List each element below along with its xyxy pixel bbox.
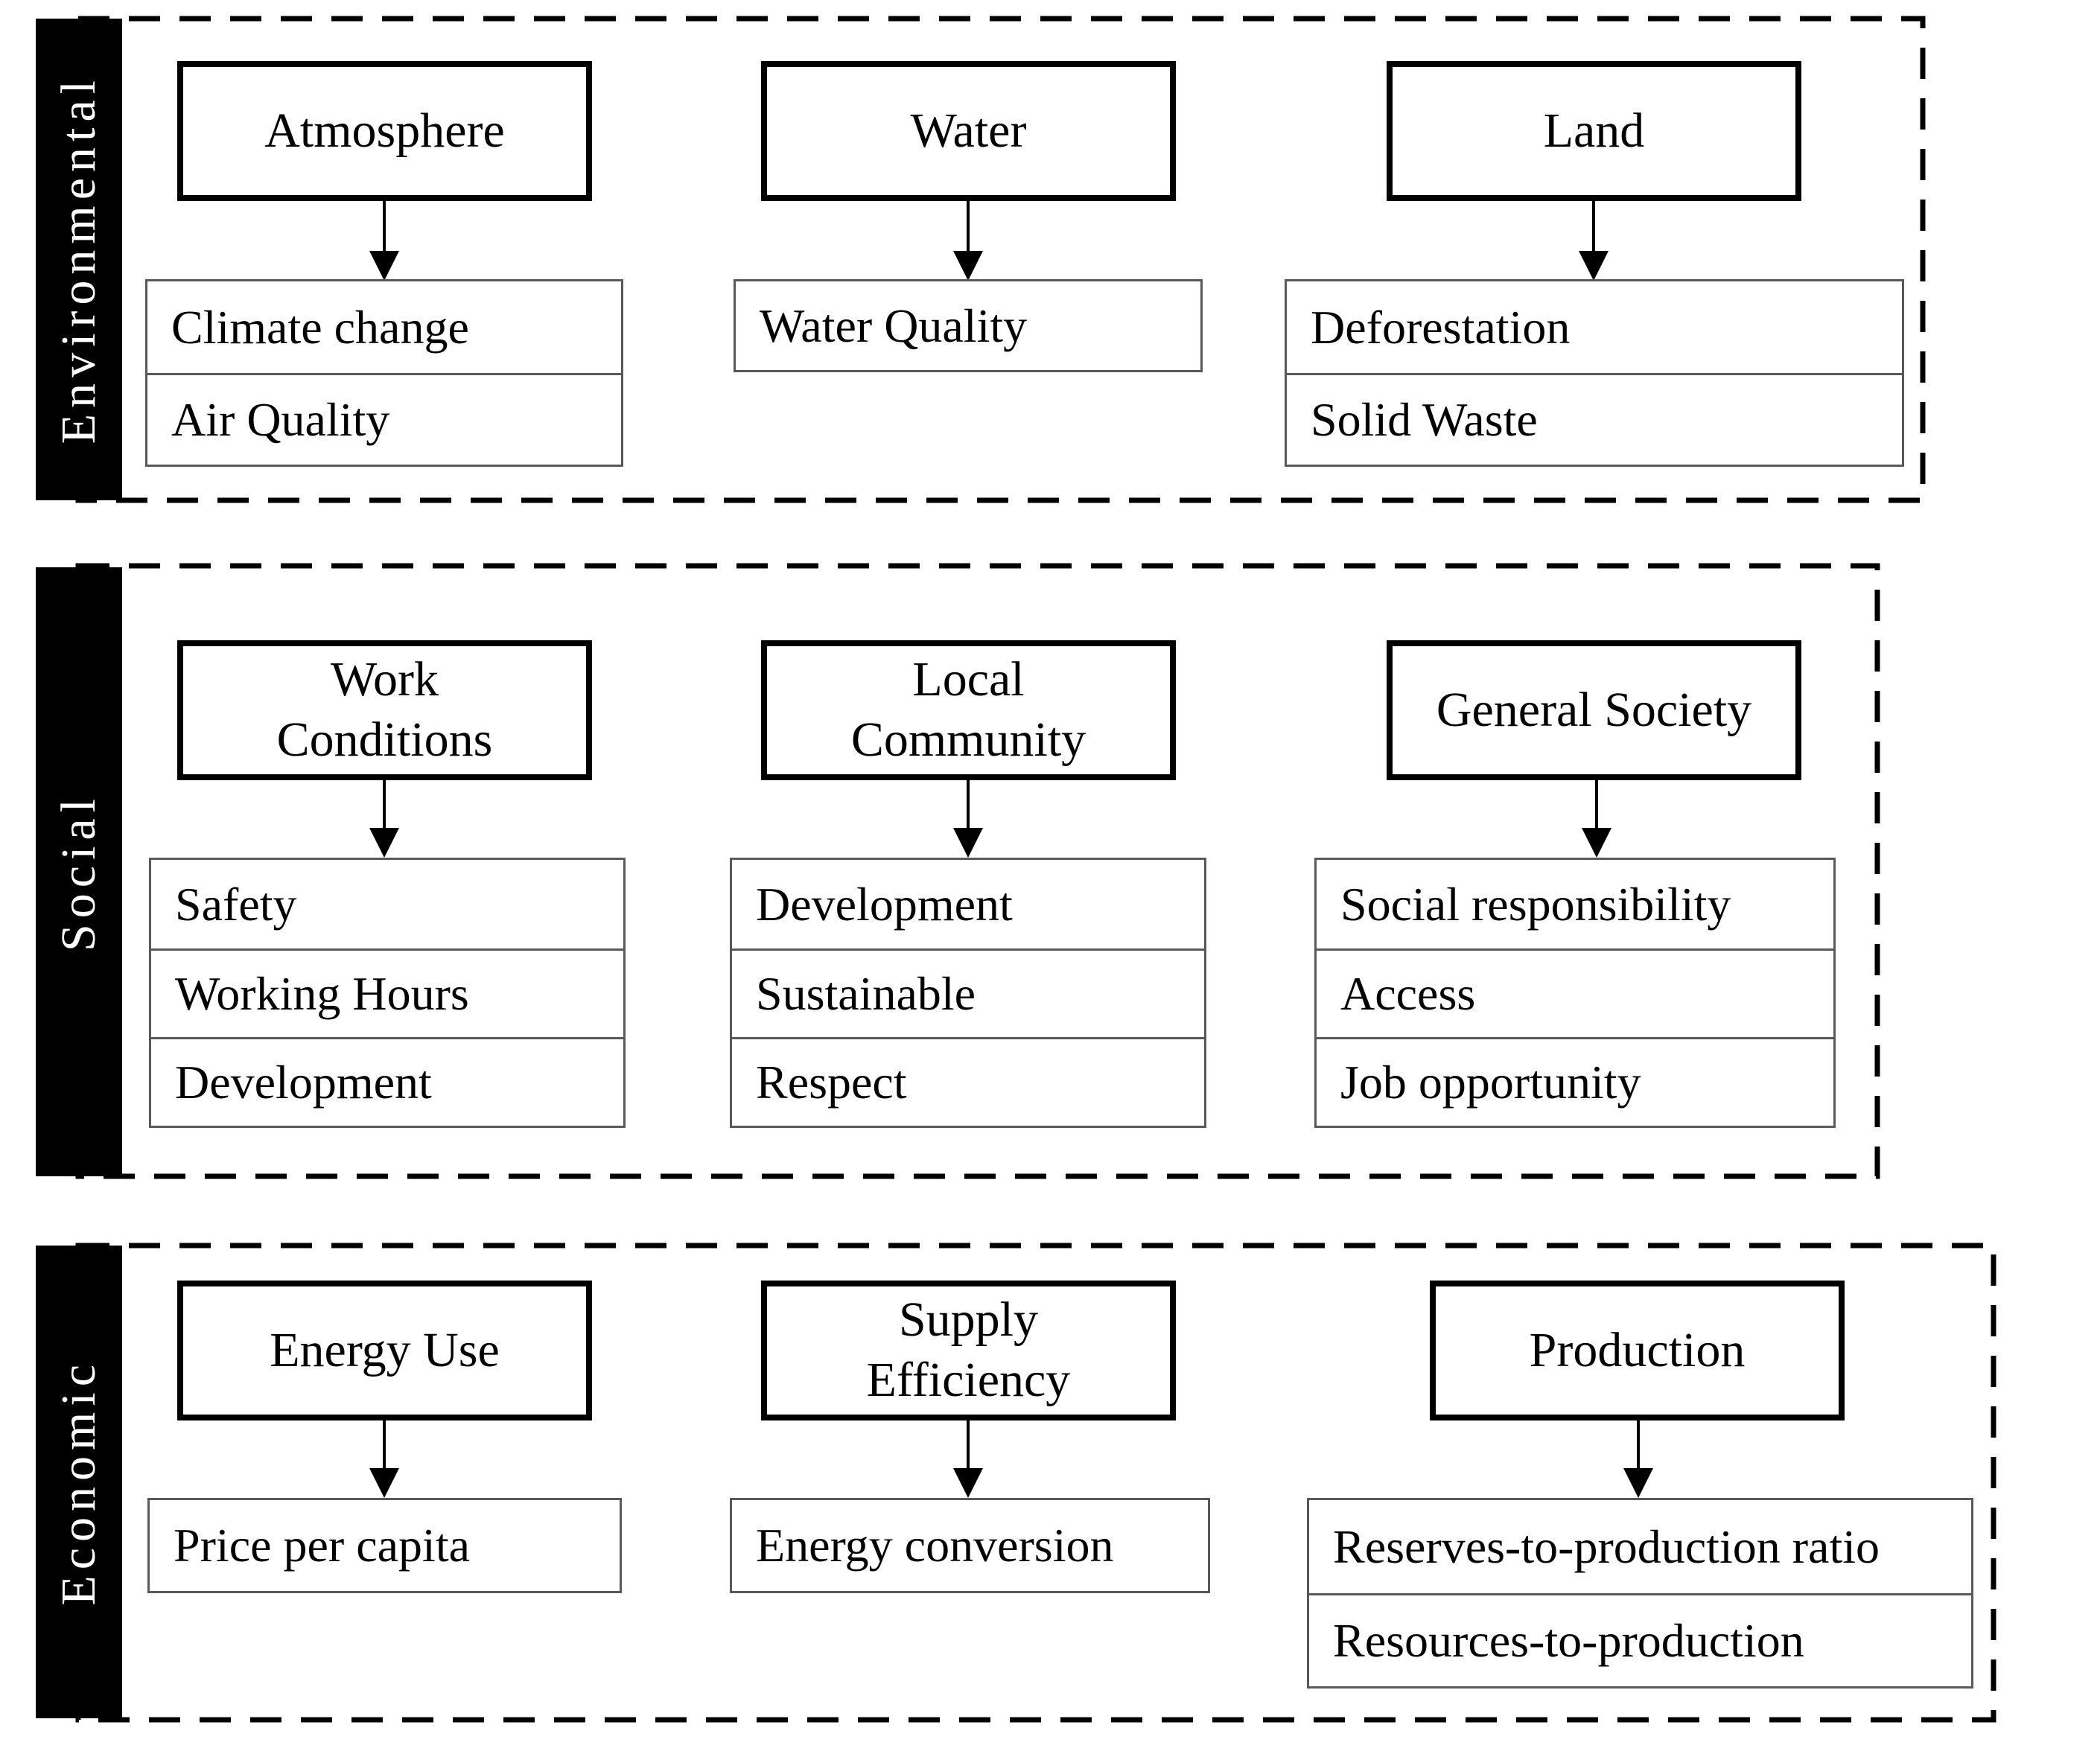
list-item: Energy conversion	[756, 1519, 1114, 1572]
indicator-list-supply-efficiency: Energy conversion	[730, 1498, 1210, 1593]
section-label: Environmental	[51, 74, 106, 444]
indicator-list-production: Reserves-to-production ratio Resources-t…	[1307, 1498, 1973, 1689]
category-label: Supply Efficiency	[866, 1292, 1071, 1407]
indicator-list-atmosphere: Climate change Air Quality	[145, 279, 623, 467]
list-item: Climate change	[171, 300, 469, 354]
list-item: Social responsibility	[1340, 877, 1731, 931]
arrow-down-icon	[953, 201, 983, 281]
list-item: Development	[756, 877, 1013, 931]
list-item: Solid Waste	[1287, 373, 1902, 465]
arrow-down-icon	[1582, 779, 1611, 858]
environmental-label-bar: Environmental	[36, 19, 122, 500]
category-box-atmosphere: Atmosphere	[177, 61, 592, 201]
section-label: Social	[51, 792, 106, 951]
category-label: Atmosphere	[264, 103, 505, 158]
indicator-list-energy-use: Price per capita	[147, 1498, 622, 1593]
indicator-list-general-society: Social responsibility Access Job opportu…	[1314, 858, 1836, 1128]
list-item: Water Quality	[760, 299, 1028, 352]
category-label: General Society	[1436, 682, 1752, 737]
indicator-list-land: Deforestation Solid Waste	[1285, 279, 1904, 467]
list-item: Resources-to-production	[1309, 1593, 1971, 1686]
arrow-down-icon	[369, 779, 399, 858]
list-item: Safety	[175, 877, 297, 931]
list-item: Job opportunity	[1317, 1037, 1833, 1126]
list-item: Working Hours	[151, 948, 623, 1037]
category-box-energy-use: Energy Use	[177, 1281, 592, 1420]
category-box-land: Land	[1387, 61, 1801, 201]
category-label: Land	[1543, 103, 1645, 158]
arrow-down-icon	[953, 779, 983, 858]
list-item: Respect	[732, 1037, 1204, 1126]
economic-label-bar: Economic	[36, 1246, 122, 1718]
list-item: Reserves-to-production ratio	[1333, 1520, 1880, 1573]
category-box-supply-efficiency: Supply Efficiency	[761, 1281, 1176, 1420]
list-item: Access	[1317, 948, 1833, 1037]
category-box-local-community: Local Community	[761, 640, 1176, 780]
list-item: Deforestation	[1311, 300, 1571, 354]
indicator-list-work-conditions: Safety Working Hours Development	[149, 858, 626, 1128]
indicator-list-water: Water Quality	[734, 279, 1203, 372]
list-item: Development	[151, 1037, 623, 1126]
category-label: Water	[910, 103, 1027, 158]
arrow-down-icon	[1579, 201, 1609, 281]
category-label: Energy Use	[270, 1322, 500, 1377]
category-box-work-conditions: Work Conditions	[177, 640, 592, 780]
economic-section-border	[75, 1243, 1996, 1723]
category-box-general-society: General Society	[1387, 640, 1801, 780]
category-box-production: Production	[1430, 1281, 1845, 1420]
social-label-bar: Social	[36, 567, 122, 1176]
category-label: Local Community	[850, 652, 1086, 767]
list-item: Air Quality	[147, 373, 621, 465]
arrow-down-icon	[369, 201, 399, 281]
category-box-water: Water	[761, 61, 1176, 201]
list-item: Sustainable	[732, 948, 1204, 1037]
list-item: Price per capita	[174, 1519, 470, 1572]
category-label: Work Conditions	[276, 652, 493, 767]
indicator-list-local-community: Development Sustainable Respect	[730, 858, 1206, 1128]
category-label: Production	[1529, 1322, 1746, 1377]
section-label: Economic	[51, 1358, 106, 1606]
arrow-down-icon	[369, 1420, 399, 1498]
arrow-down-icon	[1623, 1420, 1653, 1498]
arrow-down-icon	[953, 1420, 983, 1498]
